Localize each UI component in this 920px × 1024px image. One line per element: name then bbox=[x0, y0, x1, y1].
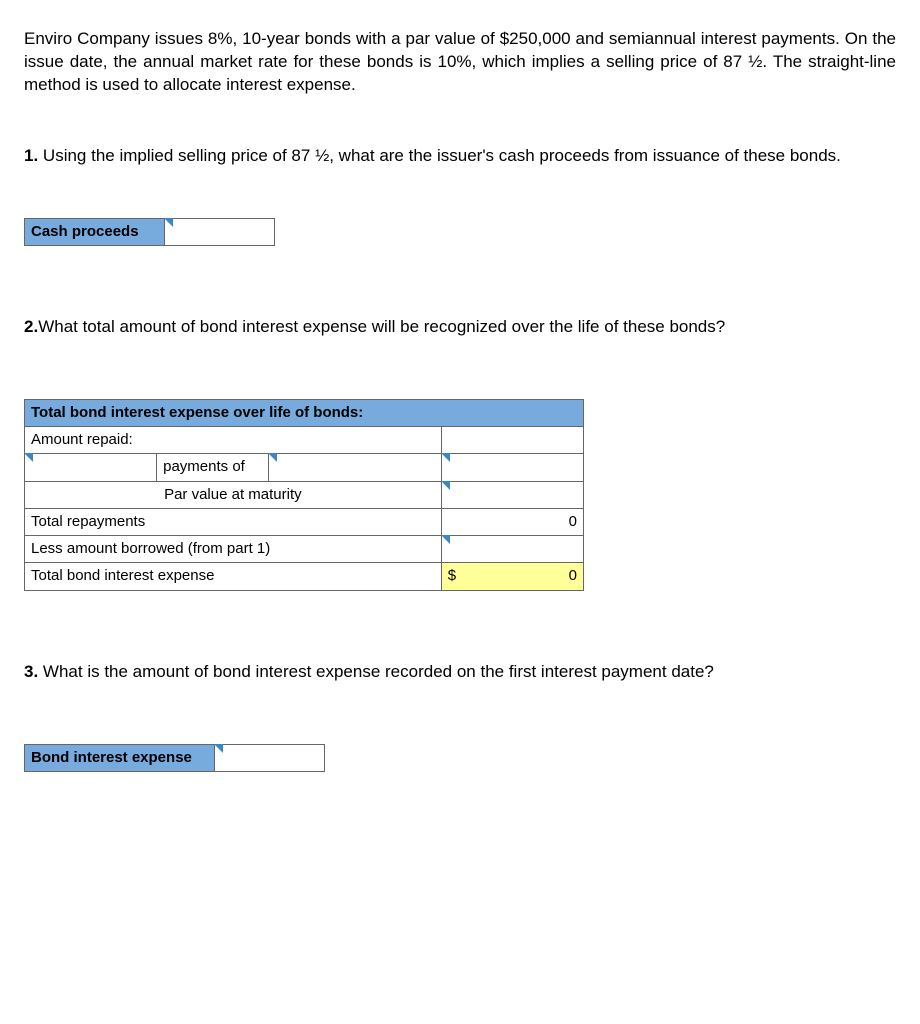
total-expense-label: Total bond interest expense bbox=[25, 563, 442, 590]
q1-number: 1. bbox=[24, 146, 38, 165]
bond-interest-expense-input[interactable] bbox=[215, 744, 325, 771]
bond-interest-expense-table: Bond interest expense bbox=[24, 744, 325, 772]
payments-of-label: payments of bbox=[157, 454, 269, 481]
question-3: 3. What is the amount of bond interest e… bbox=[24, 661, 896, 684]
par-value-label: Par value at maturity bbox=[25, 481, 442, 508]
total-expense-value: $ 0 bbox=[441, 563, 583, 590]
payments-of-input[interactable] bbox=[268, 454, 441, 481]
total-repayments-value: 0 bbox=[441, 508, 583, 535]
par-value-input[interactable] bbox=[441, 481, 583, 508]
table-title: Total bond interest expense over life of… bbox=[25, 399, 584, 426]
q2-number: 2. bbox=[24, 317, 38, 336]
bond-interest-expense-label: Bond interest expense bbox=[25, 744, 215, 771]
less-borrowed-input[interactable] bbox=[441, 536, 583, 563]
question-2: 2.What total amount of bond interest exp… bbox=[24, 316, 896, 339]
question-1: 1. Using the implied selling price of 87… bbox=[24, 145, 896, 168]
q1-text: Using the implied selling price of 87 ½,… bbox=[43, 146, 841, 165]
q3-number: 3. bbox=[24, 662, 38, 681]
cash-proceeds-label: Cash proceeds bbox=[25, 218, 165, 245]
total-repayments-label: Total repayments bbox=[25, 508, 442, 535]
interest-expense-table: Total bond interest expense over life of… bbox=[24, 399, 584, 591]
cash-proceeds-table: Cash proceeds bbox=[24, 218, 275, 246]
cash-proceeds-input[interactable] bbox=[165, 218, 275, 245]
problem-intro: Enviro Company issues 8%, 10-year bonds … bbox=[24, 28, 896, 97]
payments-count-input[interactable] bbox=[25, 454, 157, 481]
less-borrowed-label: Less amount borrowed (from part 1) bbox=[25, 536, 442, 563]
currency-symbol: $ bbox=[448, 566, 456, 586]
q3-text: What is the amount of bond interest expe… bbox=[43, 662, 714, 681]
q2-text: What total amount of bond interest expen… bbox=[38, 317, 725, 336]
payments-total-input[interactable] bbox=[441, 454, 583, 481]
amount-repaid-label: Amount repaid: bbox=[25, 427, 442, 454]
